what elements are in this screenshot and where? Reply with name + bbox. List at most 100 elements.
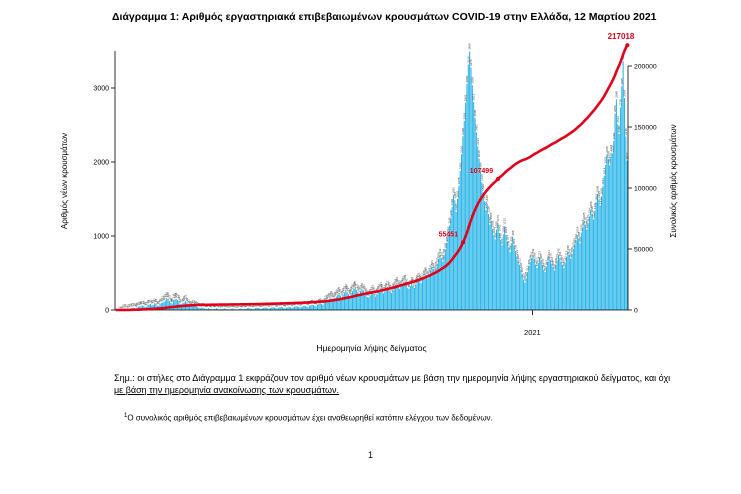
svg-text:1132: 1132 xyxy=(503,218,507,225)
svg-text:150000: 150000 xyxy=(634,124,657,131)
svg-text:2556: 2556 xyxy=(462,112,466,119)
svg-text:137: 137 xyxy=(176,293,180,298)
svg-text:39: 39 xyxy=(306,302,310,306)
svg-text:2106: 2106 xyxy=(460,146,464,153)
svg-text:428: 428 xyxy=(524,271,528,276)
svg-text:68: 68 xyxy=(146,300,150,304)
svg-text:266: 266 xyxy=(378,283,382,288)
svg-text:1014: 1014 xyxy=(575,226,579,233)
svg-text:7: 7 xyxy=(118,306,122,308)
svg-text:1672: 1672 xyxy=(601,178,605,185)
svg-text:467: 467 xyxy=(425,269,429,274)
svg-text:60: 60 xyxy=(155,300,159,304)
svg-text:0: 0 xyxy=(634,307,638,314)
svg-text:885: 885 xyxy=(573,238,577,243)
svg-text:625: 625 xyxy=(435,257,439,262)
svg-text:55: 55 xyxy=(157,301,161,305)
chart-title: Διάγραμμα 1: Αριθμός εργαστηριακά επιβεβ… xyxy=(112,11,657,23)
footnote-marker: 1 xyxy=(124,413,128,419)
svg-text:1296: 1296 xyxy=(590,206,594,213)
svg-text:148: 148 xyxy=(166,292,170,297)
svg-text:568: 568 xyxy=(562,261,566,266)
svg-text:1118: 1118 xyxy=(581,219,585,226)
svg-text:305: 305 xyxy=(353,281,357,286)
svg-text:81: 81 xyxy=(149,299,153,303)
svg-text:1205: 1205 xyxy=(489,212,493,219)
svg-text:1088: 1088 xyxy=(585,221,589,228)
milestone-point xyxy=(461,240,466,245)
svg-text:1456: 1456 xyxy=(594,194,598,201)
svg-text:1098: 1098 xyxy=(491,220,495,227)
svg-text:688: 688 xyxy=(532,252,536,257)
svg-text:389: 389 xyxy=(403,274,407,279)
svg-text:668: 668 xyxy=(516,254,520,259)
svg-text:60: 60 xyxy=(188,300,192,304)
svg-text:548: 548 xyxy=(542,263,546,268)
svg-text:49: 49 xyxy=(194,301,198,305)
svg-text:182: 182 xyxy=(334,290,338,295)
svg-text:33: 33 xyxy=(298,302,302,306)
svg-text:905: 905 xyxy=(445,236,449,241)
svg-text:1814: 1814 xyxy=(602,167,606,174)
svg-text:2115: 2115 xyxy=(610,145,614,152)
note-text: Σημ.: οι στήλες στο Διάγραμμα 1 εκφράζου… xyxy=(114,372,674,396)
svg-text:654: 654 xyxy=(441,255,445,260)
svg-text:672: 672 xyxy=(555,253,559,258)
svg-text:2402: 2402 xyxy=(474,124,478,131)
svg-text:29: 29 xyxy=(290,303,294,307)
svg-text:203: 203 xyxy=(336,288,340,293)
svg-text:28: 28 xyxy=(132,303,136,307)
svg-text:188: 188 xyxy=(348,289,352,294)
svg-text:46: 46 xyxy=(137,301,141,305)
svg-text:96: 96 xyxy=(322,298,326,302)
svg-text:16: 16 xyxy=(127,304,131,308)
svg-text:678: 678 xyxy=(549,253,553,258)
svg-text:103: 103 xyxy=(182,296,186,301)
svg-text:608: 608 xyxy=(554,258,558,263)
svg-text:742: 742 xyxy=(567,248,571,253)
svg-text:110: 110 xyxy=(324,295,328,300)
svg-text:1024: 1024 xyxy=(501,226,505,233)
svg-text:65: 65 xyxy=(150,300,154,304)
svg-text:956: 956 xyxy=(493,232,497,237)
svg-text:1678: 1678 xyxy=(457,177,461,184)
svg-text:1176: 1176 xyxy=(496,215,500,222)
milestone-point xyxy=(496,176,501,181)
svg-text:1342: 1342 xyxy=(593,202,597,209)
svg-text:21: 21 xyxy=(275,303,279,307)
svg-text:1326: 1326 xyxy=(454,203,458,210)
svg-text:78: 78 xyxy=(158,299,162,303)
svg-text:247: 247 xyxy=(383,285,387,290)
footnote-body: Ο συνολικός αριθμός επιβεβαιωμένων κρουσ… xyxy=(127,413,493,423)
svg-text:86: 86 xyxy=(154,298,158,302)
svg-text:2512: 2512 xyxy=(616,116,620,123)
svg-text:9: 9 xyxy=(126,306,130,308)
note-part2-underlined: με βάση την ημερομηνία ανακοίνωσης των κ… xyxy=(114,385,340,395)
svg-text:1568: 1568 xyxy=(596,185,600,192)
svg-text:2738: 2738 xyxy=(619,99,623,106)
axes xyxy=(111,51,632,315)
svg-text:738: 738 xyxy=(442,249,446,254)
svg-text:1882: 1882 xyxy=(458,162,462,169)
diagram-1-chart: 7581014129162124312820354652486157394468… xyxy=(60,32,678,353)
svg-text:210: 210 xyxy=(341,288,345,293)
svg-text:197: 197 xyxy=(338,289,342,294)
svg-text:151: 151 xyxy=(174,292,178,297)
svg-text:110: 110 xyxy=(162,295,166,300)
svg-text:126: 126 xyxy=(332,294,336,299)
svg-text:24: 24 xyxy=(130,303,134,307)
svg-text:1015: 1015 xyxy=(504,226,508,233)
svg-text:251: 251 xyxy=(371,285,375,290)
svg-text:1012: 1012 xyxy=(446,227,450,234)
svg-text:1152: 1152 xyxy=(584,217,588,224)
svg-text:10: 10 xyxy=(225,304,229,308)
svg-text:129: 129 xyxy=(163,294,167,299)
svg-text:495: 495 xyxy=(423,267,427,272)
svg-text:668: 668 xyxy=(539,254,543,259)
svg-text:271: 271 xyxy=(355,283,359,288)
svg-text:31: 31 xyxy=(131,303,135,307)
svg-text:229: 229 xyxy=(349,286,353,291)
svg-text:745: 745 xyxy=(557,248,561,253)
svg-text:148: 148 xyxy=(330,292,334,297)
svg-text:0: 0 xyxy=(105,307,109,314)
